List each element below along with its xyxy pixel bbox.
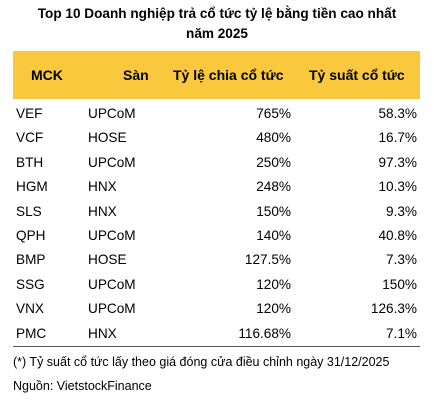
- cell-ty-le: 250%: [256, 154, 291, 170]
- cell-mck: BMP: [16, 252, 46, 268]
- table-body: VEF UPCoM 765% 58.3% VCF HOSE 480% 16.7% BTH UPCo…: [13, 102, 420, 346]
- cell-san: UPCoM: [88, 154, 136, 170]
- cell-san: UPCoM: [88, 106, 136, 121]
- table-row: QPH UPCoM 140% 40.8%: [13, 224, 420, 248]
- cell-mck: VEF: [16, 106, 43, 121]
- table-row: VCF HOSE 480% 16.7%: [13, 126, 420, 150]
- dividend-table: MCK Sàn Tỷ lệ chia cổ tức Tỷ suất cổ tức…: [13, 51, 420, 347]
- cell-ty-le: 116.68%: [238, 325, 291, 341]
- header-san: Sàn: [123, 67, 149, 83]
- cell-ty-le: 248%: [256, 179, 291, 195]
- title-line-1: Top 10 Doanh nghiệp trả cổ tức tỷ lệ bằn…: [37, 6, 397, 21]
- table-row: SLS HNX 150% 9.3%: [13, 200, 420, 224]
- cell-san: HNX: [88, 179, 117, 195]
- cell-san: HOSE: [88, 252, 127, 268]
- footnote: (*) Tỷ suất cổ tức lấy theo giá đóng cửa…: [13, 355, 390, 369]
- cell-ty-suat: 16.7%: [378, 130, 417, 146]
- source-note: Nguồn: VietstockFinance: [13, 379, 152, 393]
- cell-ty-suat: 40.8%: [378, 227, 417, 243]
- cell-mck: VCF: [16, 130, 44, 146]
- cell-ty-suat: 150%: [382, 276, 417, 292]
- table-header: MCK Sàn Tỷ lệ chia cổ tức Tỷ suất cổ tức: [13, 51, 420, 99]
- table-row: BTH UPCoM 250% 97.3%: [13, 151, 420, 175]
- table-row: VNX UPCoM 120% 126.3%: [13, 297, 420, 321]
- cell-ty-suat: 7.1%: [386, 325, 417, 341]
- cell-ty-le: 127.5%: [244, 252, 291, 268]
- cell-ty-le: 120%: [256, 301, 291, 317]
- header-ty-le-chia-co-tuc: Tỷ lệ chia cổ tức: [173, 67, 284, 83]
- page-title: Top 10 Doanh nghiệp trả cổ tức tỷ lệ bằn…: [0, 4, 434, 44]
- cell-mck: SSG: [16, 276, 45, 292]
- cell-ty-suat: 7.3%: [386, 252, 417, 268]
- table-row: BMP HOSE 127.5% 7.3%: [13, 248, 420, 272]
- cell-mck: SLS: [16, 203, 42, 219]
- table-row: VEF UPCoM 765% 58.3%: [13, 102, 420, 126]
- cell-mck: VNX: [16, 301, 44, 317]
- table-row: HGM HNX 248% 10.3%: [13, 175, 420, 199]
- cell-mck: HGM: [16, 179, 48, 195]
- cell-ty-suat: 10.3%: [378, 179, 417, 195]
- header-ty-suat-co-tuc: Tỷ suất cổ tức: [309, 67, 405, 83]
- title-line-2: năm 2025: [186, 26, 248, 41]
- cell-mck: BTH: [16, 154, 44, 170]
- cell-mck: QPH: [16, 227, 46, 243]
- cell-san: UPCoM: [88, 301, 136, 317]
- cell-san: HOSE: [88, 130, 127, 146]
- cell-san: HNX: [88, 325, 117, 341]
- cell-ty-le: 480%: [256, 130, 291, 146]
- cell-san: HNX: [88, 203, 117, 219]
- cell-ty-suat: 126.3%: [370, 301, 417, 317]
- cell-ty-suat: 97.3%: [378, 154, 417, 170]
- table-bottom-divider: [13, 345, 420, 347]
- header-mck: MCK: [31, 67, 63, 83]
- cell-ty-le: 765%: [256, 106, 291, 121]
- cell-ty-le: 120%: [256, 276, 291, 292]
- cell-ty-suat: 58.3%: [378, 106, 417, 121]
- cell-san: UPCoM: [88, 227, 136, 243]
- cell-san: UPCoM: [88, 276, 136, 292]
- cell-ty-le: 140%: [256, 227, 291, 243]
- table-row: PMC HNX 116.68% 7.1%: [13, 322, 420, 346]
- table-row: SSG UPCoM 120% 150%: [13, 273, 420, 297]
- cell-mck: PMC: [16, 325, 47, 341]
- cell-ty-le: 150%: [256, 203, 291, 219]
- cell-ty-suat: 9.3%: [386, 203, 417, 219]
